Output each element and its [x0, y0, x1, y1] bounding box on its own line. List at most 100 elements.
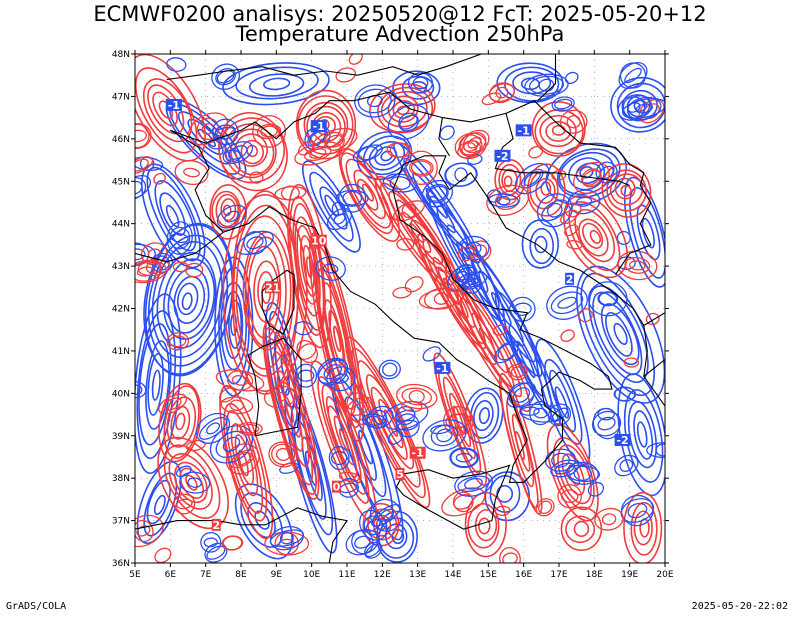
- warm-advection-contour: [153, 172, 166, 185]
- cold-advection-contour: [387, 104, 430, 140]
- warm-advection-contour: [350, 401, 370, 416]
- cold-advection-contour: [146, 479, 171, 525]
- cold-advection-contour: [597, 407, 615, 421]
- warm-advection-contour: [531, 101, 586, 157]
- warm-advection-contour: [185, 474, 198, 491]
- cold-advection-contour: [330, 451, 348, 466]
- coastline-segment: [396, 464, 511, 530]
- warm-advection-contour: [244, 236, 287, 348]
- cold-advection-contour: [382, 173, 418, 193]
- warm-advection-contour: [620, 184, 632, 197]
- cold-advection-contour: [170, 232, 189, 244]
- lat-tick-label: 37N: [112, 517, 130, 527]
- cold-advection-contour: [624, 67, 642, 84]
- warm-advection-contour: [559, 109, 588, 134]
- warm-advection-contour: [492, 324, 508, 336]
- warm-advection-contour: [486, 184, 529, 217]
- cold-advection-contour: [332, 373, 349, 384]
- warm-advection-contour: [499, 546, 521, 563]
- warm-advection-contour: [467, 136, 482, 149]
- contour-label: 0: [333, 481, 341, 494]
- warm-advection-contour: [179, 467, 205, 500]
- coastline-segment: [438, 117, 450, 157]
- cold-advection-contour: [598, 291, 618, 306]
- warm-advection-contour: [471, 312, 509, 374]
- coastline-segment: [537, 54, 557, 102]
- warm-advection-contour: [481, 92, 502, 106]
- warm-advection-contour: [185, 262, 204, 278]
- cold-advection-contour: [454, 470, 493, 497]
- lon-tick-label: 8E: [235, 570, 247, 580]
- cold-advection-contour: [293, 321, 313, 336]
- cold-advection-contour: [620, 498, 655, 523]
- cold-advection-contour: [514, 162, 550, 195]
- lon-tick-label: 13E: [409, 570, 426, 580]
- warm-advection-contour: [236, 421, 263, 436]
- cold-advection-contour: [557, 296, 577, 309]
- cold-advection-contour: [153, 494, 166, 516]
- lon-tick-label: 7E: [200, 570, 212, 580]
- warm-advection-contour: [317, 267, 355, 410]
- contour-label-box: [310, 120, 327, 133]
- cold-advection-contour: [136, 310, 176, 460]
- warm-advection-contour: [388, 190, 448, 273]
- warm-advection-contour: [568, 464, 581, 486]
- cold-advection-contour: [587, 281, 628, 317]
- warm-advection-contour: [528, 145, 544, 159]
- cold-advection-contour: [211, 63, 241, 90]
- cold-advection-contour: [147, 352, 164, 416]
- cold-advection-contour: [528, 75, 565, 95]
- warm-advection-contour: [135, 123, 152, 149]
- warm-advection-contour: [566, 240, 583, 250]
- warm-advection-contour: [225, 443, 260, 475]
- contour-label: 5: [396, 468, 404, 481]
- warm-advection-contour: [163, 444, 221, 519]
- warm-advection-contour: [535, 177, 556, 204]
- coastline-segment: [247, 337, 302, 437]
- contour-label: 10: [311, 235, 327, 248]
- cold-advection-contour: [235, 66, 319, 100]
- lat-tick-label: 47N: [112, 92, 130, 102]
- cold-advection-contour: [614, 386, 636, 402]
- warm-advection-contour: [338, 471, 360, 483]
- cold-advection-contour: [457, 271, 488, 288]
- warm-advection-contour: [183, 167, 200, 178]
- warm-advection-contour: [142, 78, 193, 143]
- cold-advection-contour: [496, 484, 514, 503]
- warm-advection-contour: [163, 385, 200, 460]
- cold-advection-contour: [565, 464, 601, 483]
- warm-advection-contour: [135, 67, 198, 154]
- warm-advection-contour: [294, 141, 342, 166]
- warm-advection-contour: [173, 461, 208, 504]
- warm-advection-contour: [510, 366, 525, 378]
- cold-advection-contour: [309, 171, 354, 242]
- cold-advection-contour: [357, 146, 378, 161]
- lat-tick-label: 48N: [112, 50, 130, 60]
- lon-tick-label: 16E: [515, 570, 532, 580]
- warm-advection-contour: [256, 123, 282, 140]
- lon-tick-label: 15E: [480, 570, 497, 580]
- warm-advection-contour: [294, 216, 321, 317]
- warm-advection-contour: [220, 396, 254, 415]
- warm-advection-contour: [239, 423, 260, 434]
- warm-advection-contour: [448, 413, 469, 429]
- warm-advection-contour: [135, 54, 206, 162]
- warm-advection-contour: [158, 393, 188, 415]
- lat-tick-label: 46N: [112, 135, 130, 145]
- cold-advection-contour: [215, 68, 237, 86]
- cold-advection-contour: [457, 475, 490, 493]
- warm-advection-contour: [582, 222, 604, 249]
- cold-advection-contour: [616, 230, 631, 246]
- cold-advection-contour: [389, 176, 411, 190]
- warm-advection-contour: [235, 215, 295, 370]
- lon-tick-label: 12E: [374, 570, 391, 580]
- cold-advection-contour: [224, 149, 242, 162]
- warm-advection-contour: [234, 133, 268, 167]
- contour-label: 21: [265, 281, 280, 294]
- cold-advection-contour: [326, 207, 353, 231]
- warm-advection-contour: [566, 115, 581, 129]
- warm-advection-contour: [453, 494, 474, 510]
- cold-advection-contour: [169, 226, 191, 250]
- cold-advection-contour: [633, 410, 654, 460]
- warm-advection-contour: [539, 114, 577, 148]
